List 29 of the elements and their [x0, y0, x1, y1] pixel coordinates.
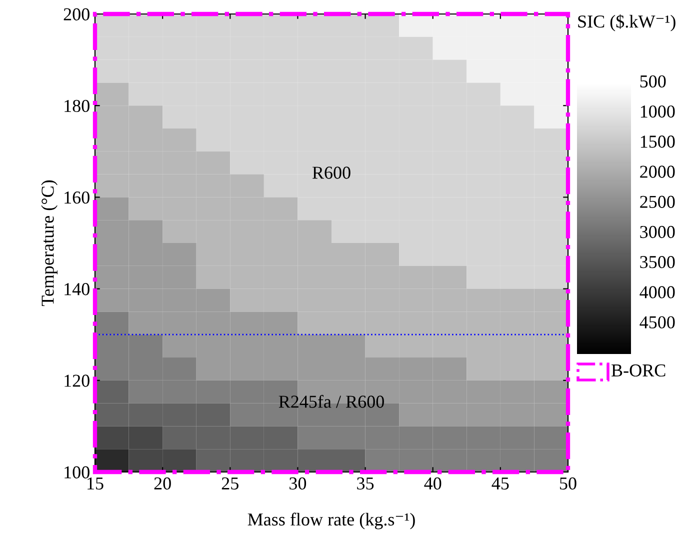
y-tick-label: 200	[64, 8, 90, 20]
annotation: R600	[312, 166, 350, 179]
x-axis-title: Mass flow rate (kg.s⁻¹)	[248, 512, 415, 530]
x-tick-label: 25	[222, 477, 238, 490]
color-bar-title: SIC ($.kW⁻¹)	[578, 14, 676, 32]
x-tick-label: 40	[424, 477, 442, 490]
x-tick-label: 50	[560, 477, 576, 490]
x-tick-label: 20	[154, 477, 171, 490]
y-tick-label: 140	[64, 283, 90, 296]
y-tick-label: 160	[64, 191, 90, 204]
color-bar-label: 500	[640, 75, 666, 88]
color-bar-label: 3500	[640, 256, 675, 268]
color-bar-label: 2000	[640, 166, 675, 178]
x-tick-label: 35	[357, 477, 374, 490]
x-tick-label: 45	[492, 478, 509, 490]
annotation: R245fa / R600	[278, 394, 384, 408]
x-tick-label: 30	[290, 477, 306, 490]
text: B-ORC	[612, 364, 666, 377]
x-tick-label: 15	[88, 477, 104, 490]
color-bar-label: 3000	[640, 226, 675, 238]
color-bar-label: 4500	[640, 316, 675, 328]
y-tick-label: 100	[64, 466, 90, 478]
color-bar-label: 1500	[640, 136, 675, 148]
color-bar-label: 4000	[640, 286, 675, 298]
color-bar-label: 1000	[640, 105, 675, 118]
color-bar-label: 2500	[640, 196, 675, 208]
y-axis-title: Temperature (°C)	[41, 180, 58, 306]
y-tick-label: 120	[64, 374, 90, 387]
y-tick-label: 180	[64, 100, 90, 112]
